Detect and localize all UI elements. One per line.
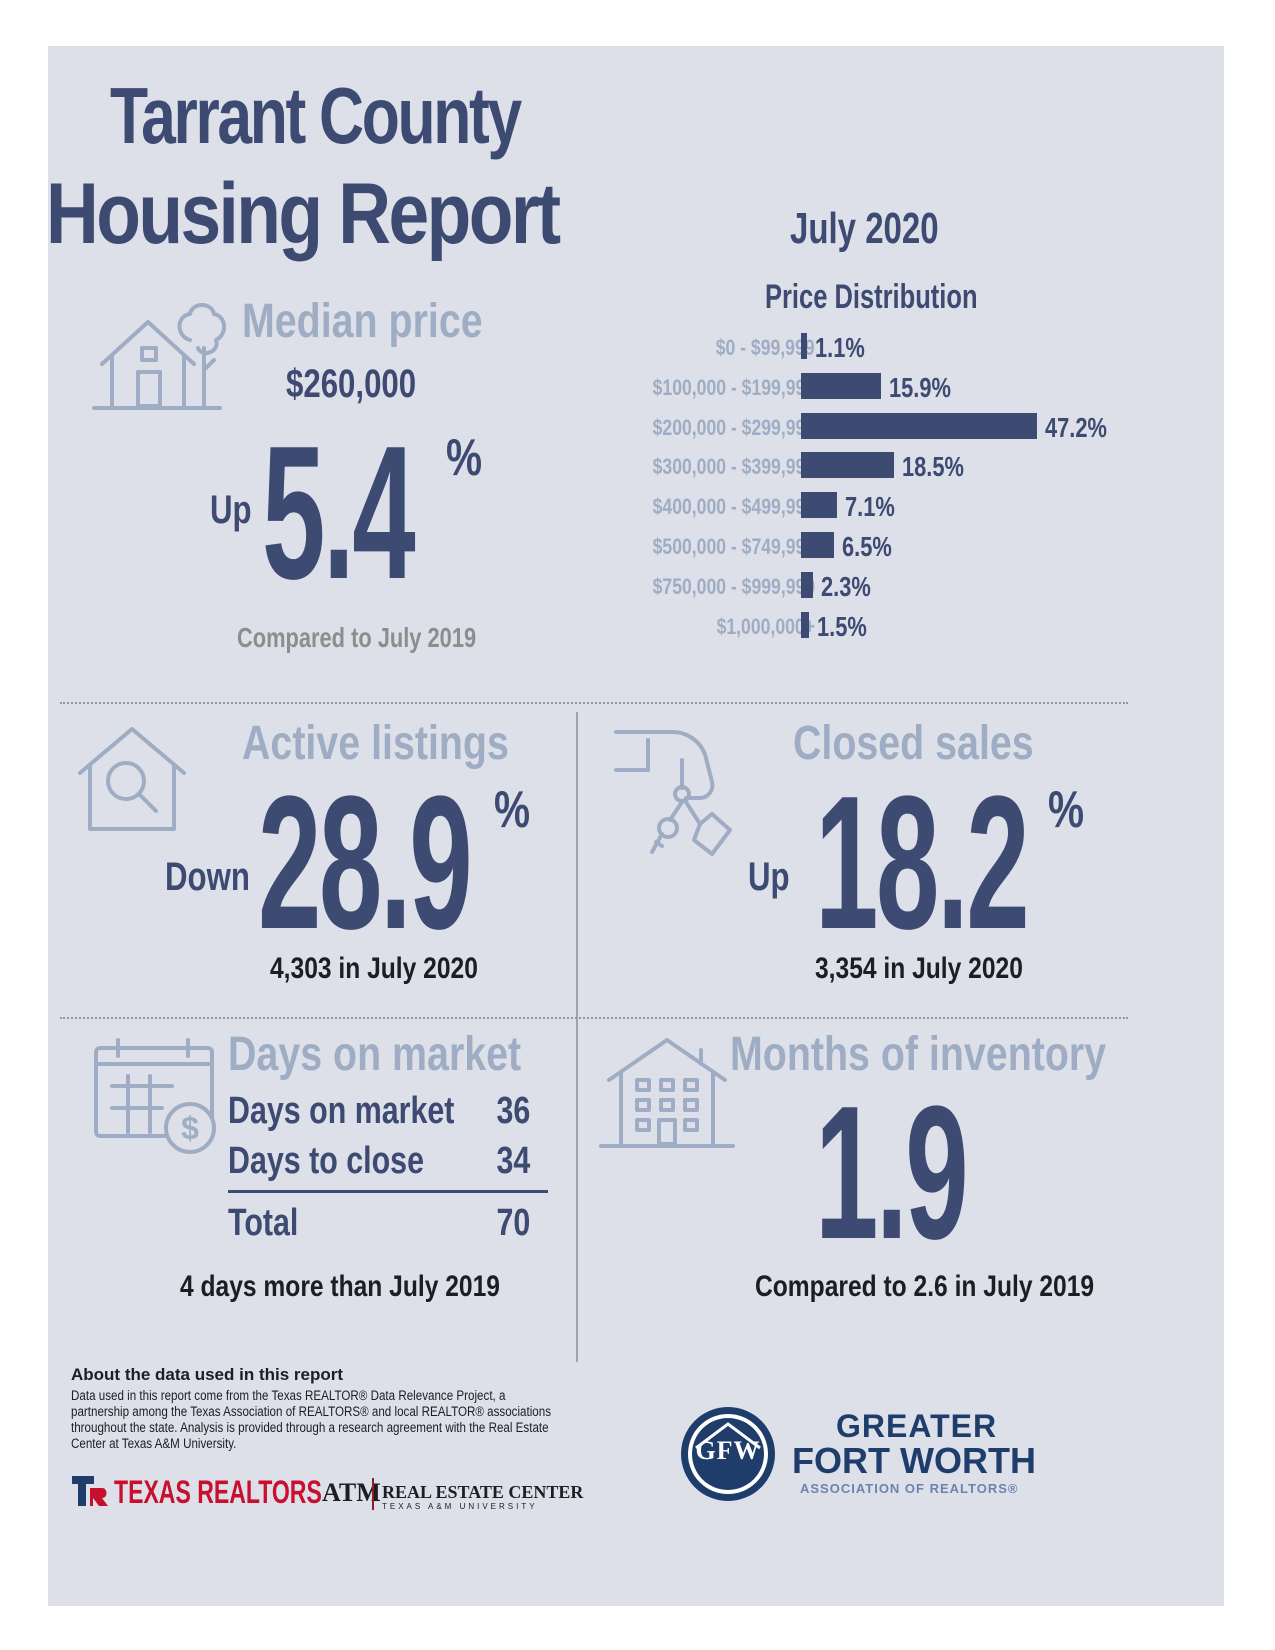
chart-bar (801, 333, 807, 359)
dom-row-label: Days on market (228, 1090, 455, 1132)
chart-category-label: $1,000,000+ (716, 613, 815, 639)
median-direction: Up (210, 488, 252, 532)
chart-bar (801, 452, 894, 479)
chart-value-label: 2.3% (820, 570, 871, 602)
closed-direction: Up (748, 855, 790, 899)
chart-value-label: 15.9% (888, 371, 951, 403)
dom-label: Days on market (228, 1028, 522, 1081)
chart-category-label: $400,000 - $499,999 (652, 494, 815, 520)
dom-total-label: Total (228, 1202, 299, 1244)
hand-keys-icon (614, 730, 732, 856)
divider-vertical (576, 712, 578, 1362)
active-listings-label: Active listings (242, 717, 509, 770)
about-heading: About the data used in this report (71, 1365, 344, 1384)
chart-value-label: 1.5% (816, 610, 867, 642)
chart-value-label: 6.5% (841, 531, 892, 562)
title-line2: Housing Report (46, 166, 561, 262)
chart-value-label: 47.2% (1045, 411, 1107, 443)
svg-text:$: $ (181, 1110, 199, 1146)
chart-bar (801, 571, 813, 598)
moi-note: Compared to 2.6 in July 2019 (755, 1270, 1095, 1303)
dom-note: 4 days more than July 2019 (180, 1270, 500, 1303)
dtc-row-label: Days to close (228, 1140, 424, 1182)
gfw-line2: FORT WORTH (792, 1440, 1036, 1481)
chart-bar (801, 492, 837, 519)
chart-value-label: 7.1% (844, 491, 895, 523)
chart-value-label: 1.1% (814, 332, 865, 363)
divider-top (60, 702, 1128, 704)
gfw-line3: ASSOCIATION OF REALTORS® (800, 1481, 1019, 1496)
closed-sales-label: Closed sales (793, 717, 1034, 770)
chart-category-label: $0 - $99,999 (716, 335, 815, 360)
about-body: Data used in this report come from the T… (71, 1388, 552, 1451)
median-change-unit: % (446, 429, 483, 487)
rec-subtitle: TEXAS A&M UNIVERSITY (382, 1502, 538, 1511)
median-price-value: $260,000 (286, 362, 417, 406)
moi-value: 1.9 (815, 1067, 969, 1279)
median-note: Compared to July 2019 (237, 622, 477, 653)
report-period: July 2020 (790, 204, 939, 253)
median-price-label: Median price (242, 295, 483, 348)
title-line1: Tarrant County (110, 71, 522, 160)
rec-title: REAL ESTATE CENTER (382, 1482, 584, 1502)
closed-change: 18.2 (815, 757, 1030, 969)
building-icon (599, 1038, 735, 1148)
gfw-line1: GREATER (836, 1408, 998, 1444)
logo-separator (372, 1478, 374, 1510)
chart-bar (801, 532, 834, 558)
chart-title: Price Distribution (765, 278, 978, 316)
active-note: 4,303 in July 2020 (270, 952, 478, 985)
calendar-dollar-icon: $ (94, 1038, 216, 1154)
tamu-mark: ATM (322, 1478, 381, 1507)
dom-row-value: 36 (496, 1090, 530, 1132)
report-panel (48, 46, 1224, 1606)
median-change: 5.4 (262, 407, 416, 619)
texas-realtors-mark-icon (72, 1476, 108, 1506)
dtc-row-value: 34 (496, 1140, 530, 1182)
closed-change-unit: % (1048, 781, 1085, 839)
chart-category-label: $750,000 - $999,999 (652, 573, 815, 599)
closed-note: 3,354 in July 2020 (815, 952, 1023, 985)
gfw-seal-icon (681, 1407, 775, 1501)
chart-category-label: $100,000 - $199,999 (652, 374, 815, 400)
chart-value-label: 18.5% (901, 451, 964, 483)
divider-middle (60, 1017, 1128, 1019)
chart-category-label: $300,000 - $399,999 (652, 454, 815, 480)
gfw-seal-letters: GFW (695, 1436, 761, 1465)
active-change-unit: % (494, 781, 531, 839)
dom-total-rule (228, 1190, 548, 1193)
active-change: 28.9 (258, 757, 473, 969)
chart-bar (801, 611, 809, 638)
moi-label: Months of inventory (730, 1028, 1107, 1081)
chart-category-label: $200,000 - $299,999 (652, 414, 815, 440)
house-tree-icon (92, 303, 226, 410)
active-direction: Down (165, 855, 250, 899)
dom-total-value: 70 (496, 1202, 530, 1244)
chart-bar (801, 412, 1037, 439)
house-search-icon (78, 727, 186, 831)
texas-realtors-logo: TEXAS REALTORS (114, 1474, 322, 1510)
chart-bar (801, 372, 881, 399)
chart-category-label: $500,000 - $749,999 (652, 534, 815, 559)
